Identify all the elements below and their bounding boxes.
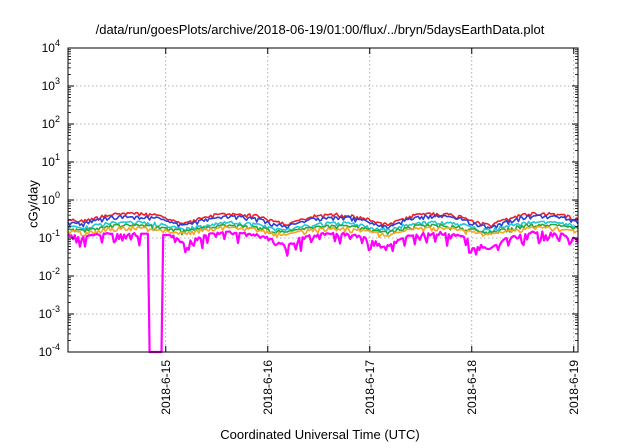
x-axis-label: Coordinated Universal Time (UTC)	[220, 427, 420, 442]
y-tick-label: 100	[42, 190, 60, 207]
x-tick-label: 2018-6-19	[567, 360, 581, 415]
y-tick-label: 103	[42, 76, 60, 93]
x-tick-label: 2018-6-18	[465, 360, 479, 415]
x-tick-label: 2018-6-16	[261, 360, 275, 415]
y-tick-label: 10-4	[39, 342, 60, 359]
series-line	[67, 214, 579, 230]
x-tick-label: 2018-6-17	[363, 360, 377, 415]
grid	[68, 48, 578, 352]
series-line	[67, 230, 579, 354]
y-tick-label: 10-2	[39, 266, 60, 283]
y-tick-label: 102	[42, 114, 60, 131]
chart-title: /data/run/goesPlots/archive/2018-06-19/0…	[95, 22, 545, 37]
series-layer	[67, 211, 579, 354]
x-ticks: 2018-6-15 2018-6-16 2018-6-17 2018-6-18 2018…	[159, 48, 581, 415]
series-line	[67, 225, 579, 238]
y-tick-label: 104	[42, 38, 60, 55]
x-tick-label: 2018-6-15	[159, 360, 173, 415]
y-tick-label: 10-1	[39, 228, 60, 245]
y-ticks: 104 103 102 101 100 10-1 10-2 10-3 10-4	[39, 38, 578, 359]
y-tick-label: 10-3	[39, 304, 60, 321]
y-tick-label: 101	[42, 152, 60, 169]
